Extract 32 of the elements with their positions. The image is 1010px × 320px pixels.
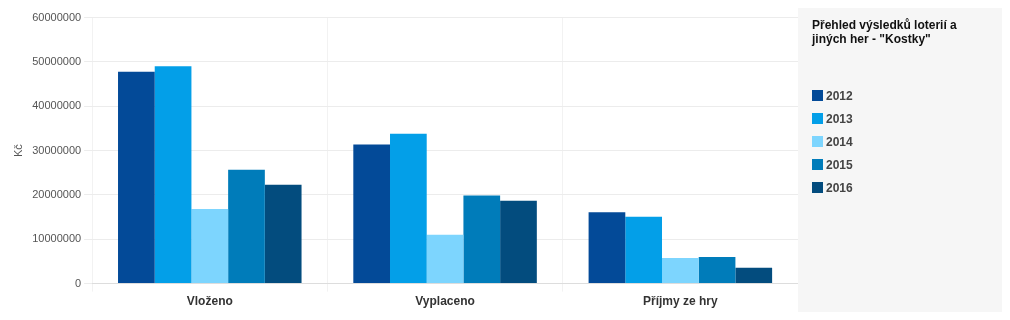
y-tick-label: 40000000 bbox=[32, 99, 82, 112]
bar bbox=[426, 234, 464, 284]
bar bbox=[118, 71, 155, 284]
y-tick-label: 20000000 bbox=[32, 187, 82, 200]
bar bbox=[662, 257, 699, 284]
y-tick-label: 50000000 bbox=[32, 54, 82, 67]
bar bbox=[154, 66, 192, 284]
y-axis-title: Kč bbox=[11, 143, 24, 158]
bar bbox=[353, 144, 391, 284]
bar bbox=[191, 209, 229, 284]
legend-label: 2015 bbox=[826, 157, 853, 172]
legend-label: 2016 bbox=[826, 180, 853, 195]
bar bbox=[390, 133, 427, 284]
bar bbox=[463, 195, 501, 284]
x-tick-label: Vloženo bbox=[186, 294, 233, 309]
y-tick-label: 30000000 bbox=[32, 143, 82, 156]
bar bbox=[588, 212, 626, 284]
bar bbox=[228, 169, 265, 284]
legend-label: 2014 bbox=[826, 134, 853, 149]
bar bbox=[698, 257, 736, 284]
y-tick-label: 0 bbox=[75, 276, 82, 289]
legend-label: 2012 bbox=[826, 88, 853, 103]
bar bbox=[625, 216, 663, 284]
bar bbox=[264, 184, 302, 284]
y-tick-label: 60000000 bbox=[32, 10, 82, 23]
bar bbox=[500, 200, 537, 284]
x-tick-label: Příjmy ze hry bbox=[643, 294, 719, 309]
legend-label: 2013 bbox=[826, 111, 853, 126]
bar bbox=[735, 267, 773, 284]
text: Přehled výsledků loterií a jiných her - "Kostky" bbox=[812, 18, 958, 46]
y-tick-label: 10000000 bbox=[32, 232, 82, 245]
x-tick-label: Vyplaceno bbox=[415, 294, 475, 309]
